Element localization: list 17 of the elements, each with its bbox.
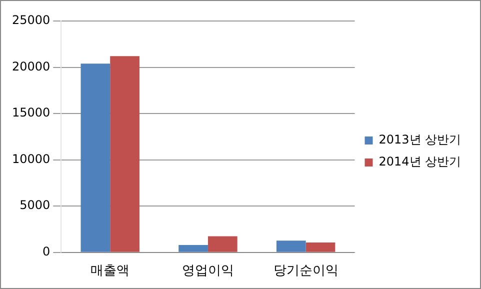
legend-label: 2013년 상반기 bbox=[378, 132, 462, 147]
y-tick-label: 15000 bbox=[12, 106, 50, 120]
y-tick-label: 25000 bbox=[12, 13, 50, 28]
legend-label: 2014년 상반기 bbox=[378, 154, 462, 169]
bar bbox=[80, 64, 110, 252]
y-tick-label: 5000 bbox=[20, 198, 50, 212]
x-tick-label: 매출액 bbox=[90, 264, 130, 279]
y-tick-label: 20000 bbox=[12, 59, 50, 74]
bar bbox=[178, 244, 208, 252]
bar bbox=[110, 56, 140, 252]
y-tick-label: 0 bbox=[42, 244, 50, 259]
bar bbox=[306, 242, 336, 252]
x-tick-label: 당기순이익 bbox=[273, 264, 338, 279]
x-tick-label: 영업이익 bbox=[182, 264, 234, 279]
bar bbox=[276, 240, 306, 252]
y-tick-label: 10000 bbox=[12, 152, 50, 166]
bar bbox=[208, 236, 238, 252]
